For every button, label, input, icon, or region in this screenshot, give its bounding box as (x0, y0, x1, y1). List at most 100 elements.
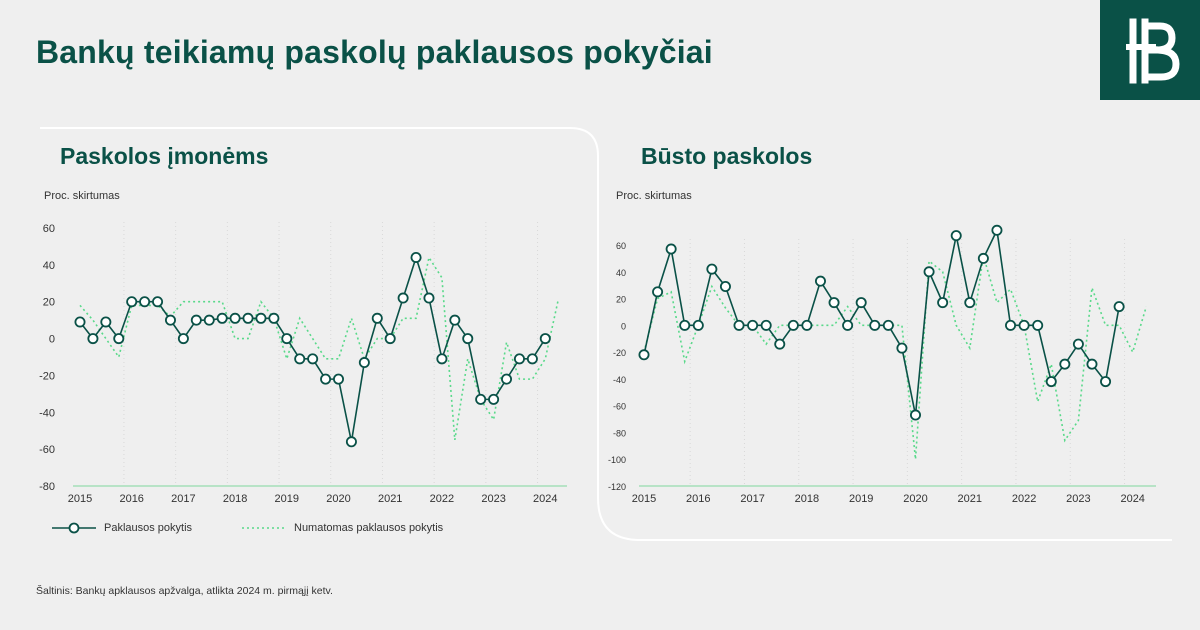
data-point-actual (397, 292, 409, 304)
data-point-actual (100, 316, 112, 328)
left-chart-title: Paskolos įmonėms (60, 143, 269, 169)
x-tick-label: 2019 (849, 493, 873, 505)
y-tick-label: -40 (39, 407, 55, 419)
x-tick-label: 2021 (958, 493, 982, 505)
y-tick-label: 40 (616, 268, 626, 278)
x-tick-label: 2023 (1066, 493, 1090, 505)
x-tick-label: 2023 (481, 493, 505, 505)
data-point-actual (449, 314, 461, 326)
data-point-actual (294, 353, 306, 365)
data-point-actual (1005, 319, 1017, 331)
data-point-actual (307, 353, 319, 365)
data-point-actual (733, 319, 745, 331)
data-point-actual (991, 224, 1003, 236)
data-point-actual (1086, 358, 1098, 370)
data-point-actual (436, 353, 448, 365)
data-point-actual (371, 312, 383, 324)
data-point-actual (320, 373, 332, 385)
data-point-actual (513, 353, 525, 365)
data-point-actual (332, 373, 344, 385)
data-point-actual (882, 319, 894, 331)
data-point-actual (1072, 338, 1084, 350)
data-point-actual (652, 286, 664, 298)
legend-actual-label: Paklausos pokytis (104, 522, 193, 534)
data-point-actual (501, 373, 513, 385)
data-point-actual (950, 230, 962, 242)
right-chart-title: Būsto paskolos (641, 143, 813, 169)
data-point-actual (801, 319, 813, 331)
data-point-actual (1018, 319, 1030, 331)
data-point-actual (679, 319, 691, 331)
x-tick-label: 2024 (533, 493, 557, 505)
data-point-actual (526, 353, 538, 365)
data-point-actual (216, 312, 228, 324)
data-point-actual (113, 333, 125, 345)
data-point-actual (896, 342, 908, 354)
data-point-actual (910, 409, 922, 421)
data-point-actual (1059, 358, 1071, 370)
y-tick-label: -40 (613, 375, 626, 385)
data-point-actual (977, 252, 989, 264)
x-tick-label: 2017 (740, 493, 764, 505)
data-point-actual (462, 333, 474, 345)
x-tick-label: 2024 (1120, 493, 1144, 505)
series-line-expected (643, 255, 1148, 460)
lb-logo-icon (1126, 18, 1180, 84)
data-point-actual (747, 319, 759, 331)
left-panel-frame (40, 127, 599, 498)
data-point-actual (164, 314, 176, 326)
data-point-actual (475, 393, 487, 405)
y-tick-label: -120 (608, 482, 626, 492)
x-tick-label: 2018 (223, 493, 247, 505)
data-point-actual (139, 296, 151, 308)
data-point-actual (87, 333, 99, 345)
data-point-actual (923, 266, 935, 278)
data-point-actual (1032, 319, 1044, 331)
x-tick-label: 2020 (326, 493, 350, 505)
data-point-actual (665, 243, 677, 255)
data-point-actual (964, 297, 976, 309)
y-tick-label: -60 (613, 402, 626, 412)
data-point-actual (281, 333, 293, 345)
data-point-actual (760, 319, 772, 331)
data-point-actual (855, 297, 867, 309)
data-point-actual (937, 297, 949, 309)
right-y-unit-label: Proc. skirtumas (616, 190, 692, 202)
data-point-actual (1100, 376, 1112, 388)
right-panel-frame (597, 497, 1172, 541)
legend-actual-swatch (52, 522, 96, 534)
y-tick-label: 40 (43, 260, 55, 272)
y-tick-label: 0 (49, 334, 55, 346)
data-point-actual (410, 251, 422, 263)
y-tick-label: 20 (616, 295, 626, 305)
y-tick-label: -20 (613, 348, 626, 358)
data-point-actual (126, 296, 138, 308)
y-tick-label: 60 (616, 241, 626, 251)
x-tick-label: 2020 (903, 493, 927, 505)
data-point-actual (1045, 376, 1057, 388)
data-point-actual (706, 263, 718, 275)
data-point-actual (152, 296, 164, 308)
left-y-unit-label: Proc. skirtumas (44, 190, 120, 202)
data-point-actual (638, 349, 650, 361)
source-note: Šaltinis: Bankų apklausos apžvalga, atli… (36, 585, 333, 597)
y-tick-label: -80 (39, 481, 55, 493)
data-point-actual (814, 275, 826, 287)
x-tick-label: 2017 (171, 493, 195, 505)
data-point-actual (190, 314, 202, 326)
data-point-actual (358, 357, 370, 369)
data-point-actual (229, 312, 241, 324)
data-point-actual (539, 333, 551, 345)
y-tick-label: -80 (613, 428, 626, 438)
data-point-actual (177, 333, 189, 345)
data-point-actual (345, 436, 357, 448)
y-tick-label: 20 (43, 297, 55, 309)
y-tick-label: -60 (39, 444, 55, 456)
y-tick-label: 0 (621, 321, 626, 331)
series-line-actual (643, 227, 1120, 416)
x-tick-label: 2016 (686, 493, 710, 505)
x-tick-label: 2019 (275, 493, 299, 505)
